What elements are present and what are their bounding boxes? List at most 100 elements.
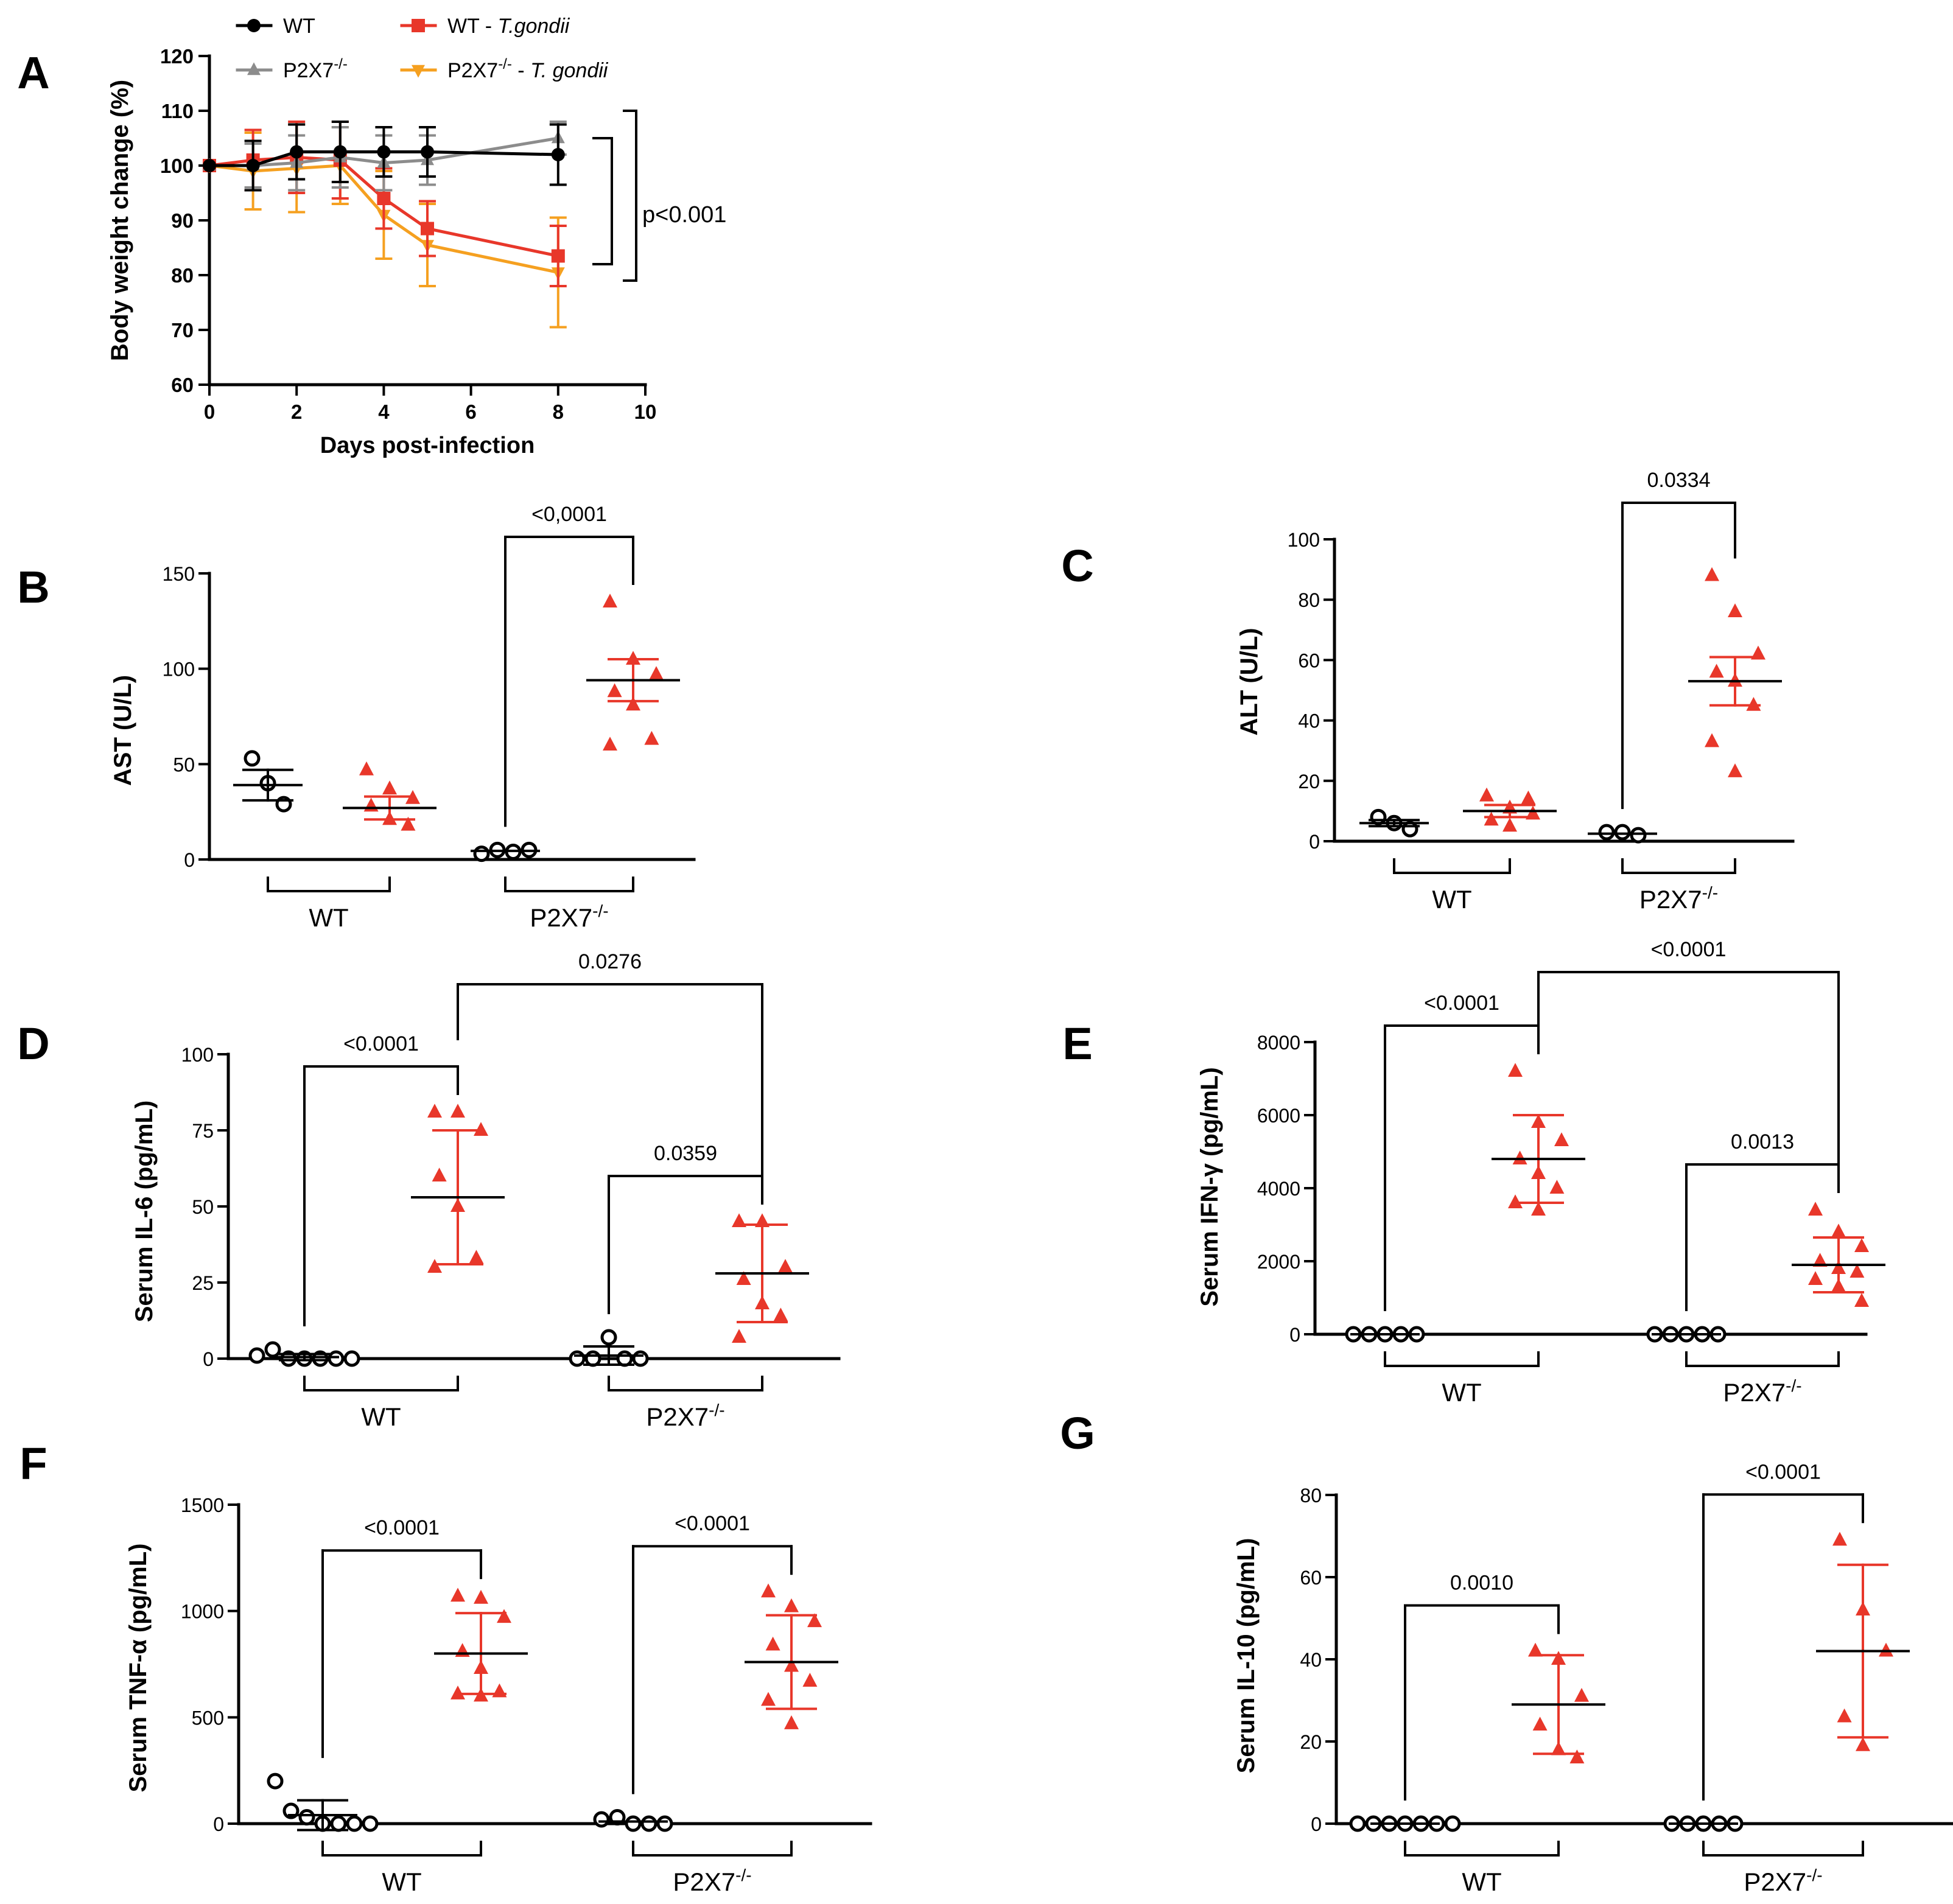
y-tick-label: 1500 <box>181 1494 224 1516</box>
group-0 <box>1345 1326 1425 1343</box>
y-tick-label: 1000 <box>181 1601 224 1623</box>
data-point <box>1508 1063 1523 1077</box>
group-bracket: P2X7-/- <box>608 1376 763 1431</box>
panel-D: D 0 25 50 75 100 Serum IL-6 (pg/mL) WT P2X7-/- <0… <box>17 950 841 1431</box>
comparison-bracket: 0.0359 <box>608 1142 763 1314</box>
data-point <box>451 1104 465 1118</box>
y-tick-label: 0 <box>184 849 195 871</box>
data-point <box>1444 1815 1461 1832</box>
comparison-p-value: <0.0001 <box>1424 992 1499 1015</box>
y-tick-label: 100 <box>1288 529 1320 551</box>
group-bracket: P2X7-/- <box>632 1841 793 1896</box>
group-0 <box>267 1773 379 1832</box>
group-label-text: WT <box>361 1402 401 1431</box>
data-point <box>1349 1815 1366 1832</box>
y-tick-label: 500 <box>192 1707 224 1729</box>
group-label-text: P2X7 <box>530 903 592 932</box>
data-point <box>333 145 347 159</box>
group-label-superscript: -/- <box>1806 1866 1822 1885</box>
data-point <box>626 651 640 665</box>
comparison-bracket: <0,0001 <box>504 503 634 827</box>
comparison-bracket: 0.0276 <box>457 950 763 1180</box>
data-point <box>363 797 379 812</box>
y-tick-label: 60 <box>171 374 194 396</box>
y-axis-label: Serum IL-6 (pg/mL) <box>131 1101 158 1322</box>
panel-G: G 0 20 40 60 80 Serum IL-10 (pg/mL) WT P2X7-/- 0.… <box>1060 1408 1953 1896</box>
data-point <box>593 1811 610 1828</box>
group-label-superscript: -/- <box>592 901 608 920</box>
panel-B: B 0 50 100 150 AST (U/L) WT P2X7-/- <0,0001 <box>17 503 696 932</box>
data-point <box>264 1341 281 1358</box>
group-label: P2X7-/- <box>646 1401 724 1431</box>
group-label: P2X7-/- <box>1639 883 1718 914</box>
data-point <box>1598 824 1615 841</box>
group-label-superscript: -/- <box>1702 883 1718 902</box>
data-point <box>1512 1150 1527 1164</box>
data-point <box>1854 1293 1869 1307</box>
legend-superscript: -/- <box>334 56 348 72</box>
group-3 <box>715 1213 809 1343</box>
group-label-superscript: -/- <box>709 1401 724 1419</box>
data-point <box>455 1643 470 1657</box>
legend-name: WT <box>283 15 315 38</box>
group-label-text: WT <box>309 903 348 932</box>
data-point <box>298 1809 315 1826</box>
data-point <box>656 1815 673 1832</box>
data-point <box>401 816 416 831</box>
data-point <box>1549 1180 1565 1194</box>
legend-name: WT - <box>447 15 497 38</box>
panel-letter: G <box>1060 1408 1095 1458</box>
y-tick-label: 0 <box>1311 1813 1322 1835</box>
y-tick-label: 20 <box>1300 1731 1322 1753</box>
data-point <box>421 222 434 236</box>
y-tick-label: 100 <box>160 155 194 177</box>
group-3 <box>1816 1531 1910 1751</box>
legend-marker <box>412 19 425 32</box>
data-point <box>761 1583 776 1598</box>
panel-letter: C <box>1061 541 1093 591</box>
data-point <box>761 1692 776 1706</box>
group-0 <box>1359 808 1429 838</box>
legend-label: P2X7-/- - T. gondii <box>447 56 609 82</box>
group-label: WT <box>1432 885 1471 914</box>
data-point <box>1746 697 1761 711</box>
data-point <box>1630 827 1647 844</box>
y-tick-label: 0 <box>1309 831 1320 853</box>
series-0 <box>203 121 567 192</box>
data-point <box>603 737 617 751</box>
comparison-p-value: <0.0001 <box>343 1032 419 1055</box>
data-point <box>765 1636 780 1651</box>
comparison-p-value: 0.0010 <box>1450 1572 1513 1595</box>
data-point <box>1479 787 1494 802</box>
y-axis-label: Serum IL-10 (pg/mL) <box>1233 1538 1260 1774</box>
panel-A: A 60 70 80 90 100 110 120 0 2 4 6 8 10 Days post-infec… <box>17 15 726 458</box>
data-point <box>330 1815 347 1832</box>
panel-C: C 0 20 40 60 80 100 ALT (U/L) WT P2X7-/- 0.0334 <box>1061 469 1795 914</box>
y-tick-label: 4000 <box>1257 1178 1300 1200</box>
group-1 <box>1512 1642 1605 1763</box>
comparison-p-value: 0.0359 <box>654 1142 717 1165</box>
legend-dash: - <box>512 59 530 82</box>
y-tick-label: 60 <box>1300 1567 1322 1589</box>
data-point <box>1614 824 1631 841</box>
y-tick-label: 6000 <box>1257 1105 1300 1127</box>
y-tick-label: 70 <box>171 319 194 341</box>
data-point <box>1508 1194 1523 1208</box>
group-label-text: P2X7 <box>1639 885 1702 914</box>
y-tick-label: 100 <box>181 1044 214 1066</box>
comparison-p-value: <0.0001 <box>364 1516 440 1539</box>
group-label-text: P2X7 <box>646 1402 709 1431</box>
data-point <box>1854 1238 1869 1252</box>
group-1 <box>1463 787 1557 832</box>
data-point <box>346 1815 363 1832</box>
data-point <box>451 1685 465 1699</box>
group-label: WT <box>382 1867 421 1896</box>
group-2 <box>1588 824 1657 844</box>
group-2 <box>1646 1326 1727 1343</box>
group-label: WT <box>309 903 348 932</box>
legend-superscript: -/- <box>498 56 512 72</box>
y-tick-label: 90 <box>171 209 194 232</box>
y-axis-label: Body weight change (%) <box>107 80 133 361</box>
data-point <box>649 666 664 681</box>
data-point <box>451 1587 465 1602</box>
